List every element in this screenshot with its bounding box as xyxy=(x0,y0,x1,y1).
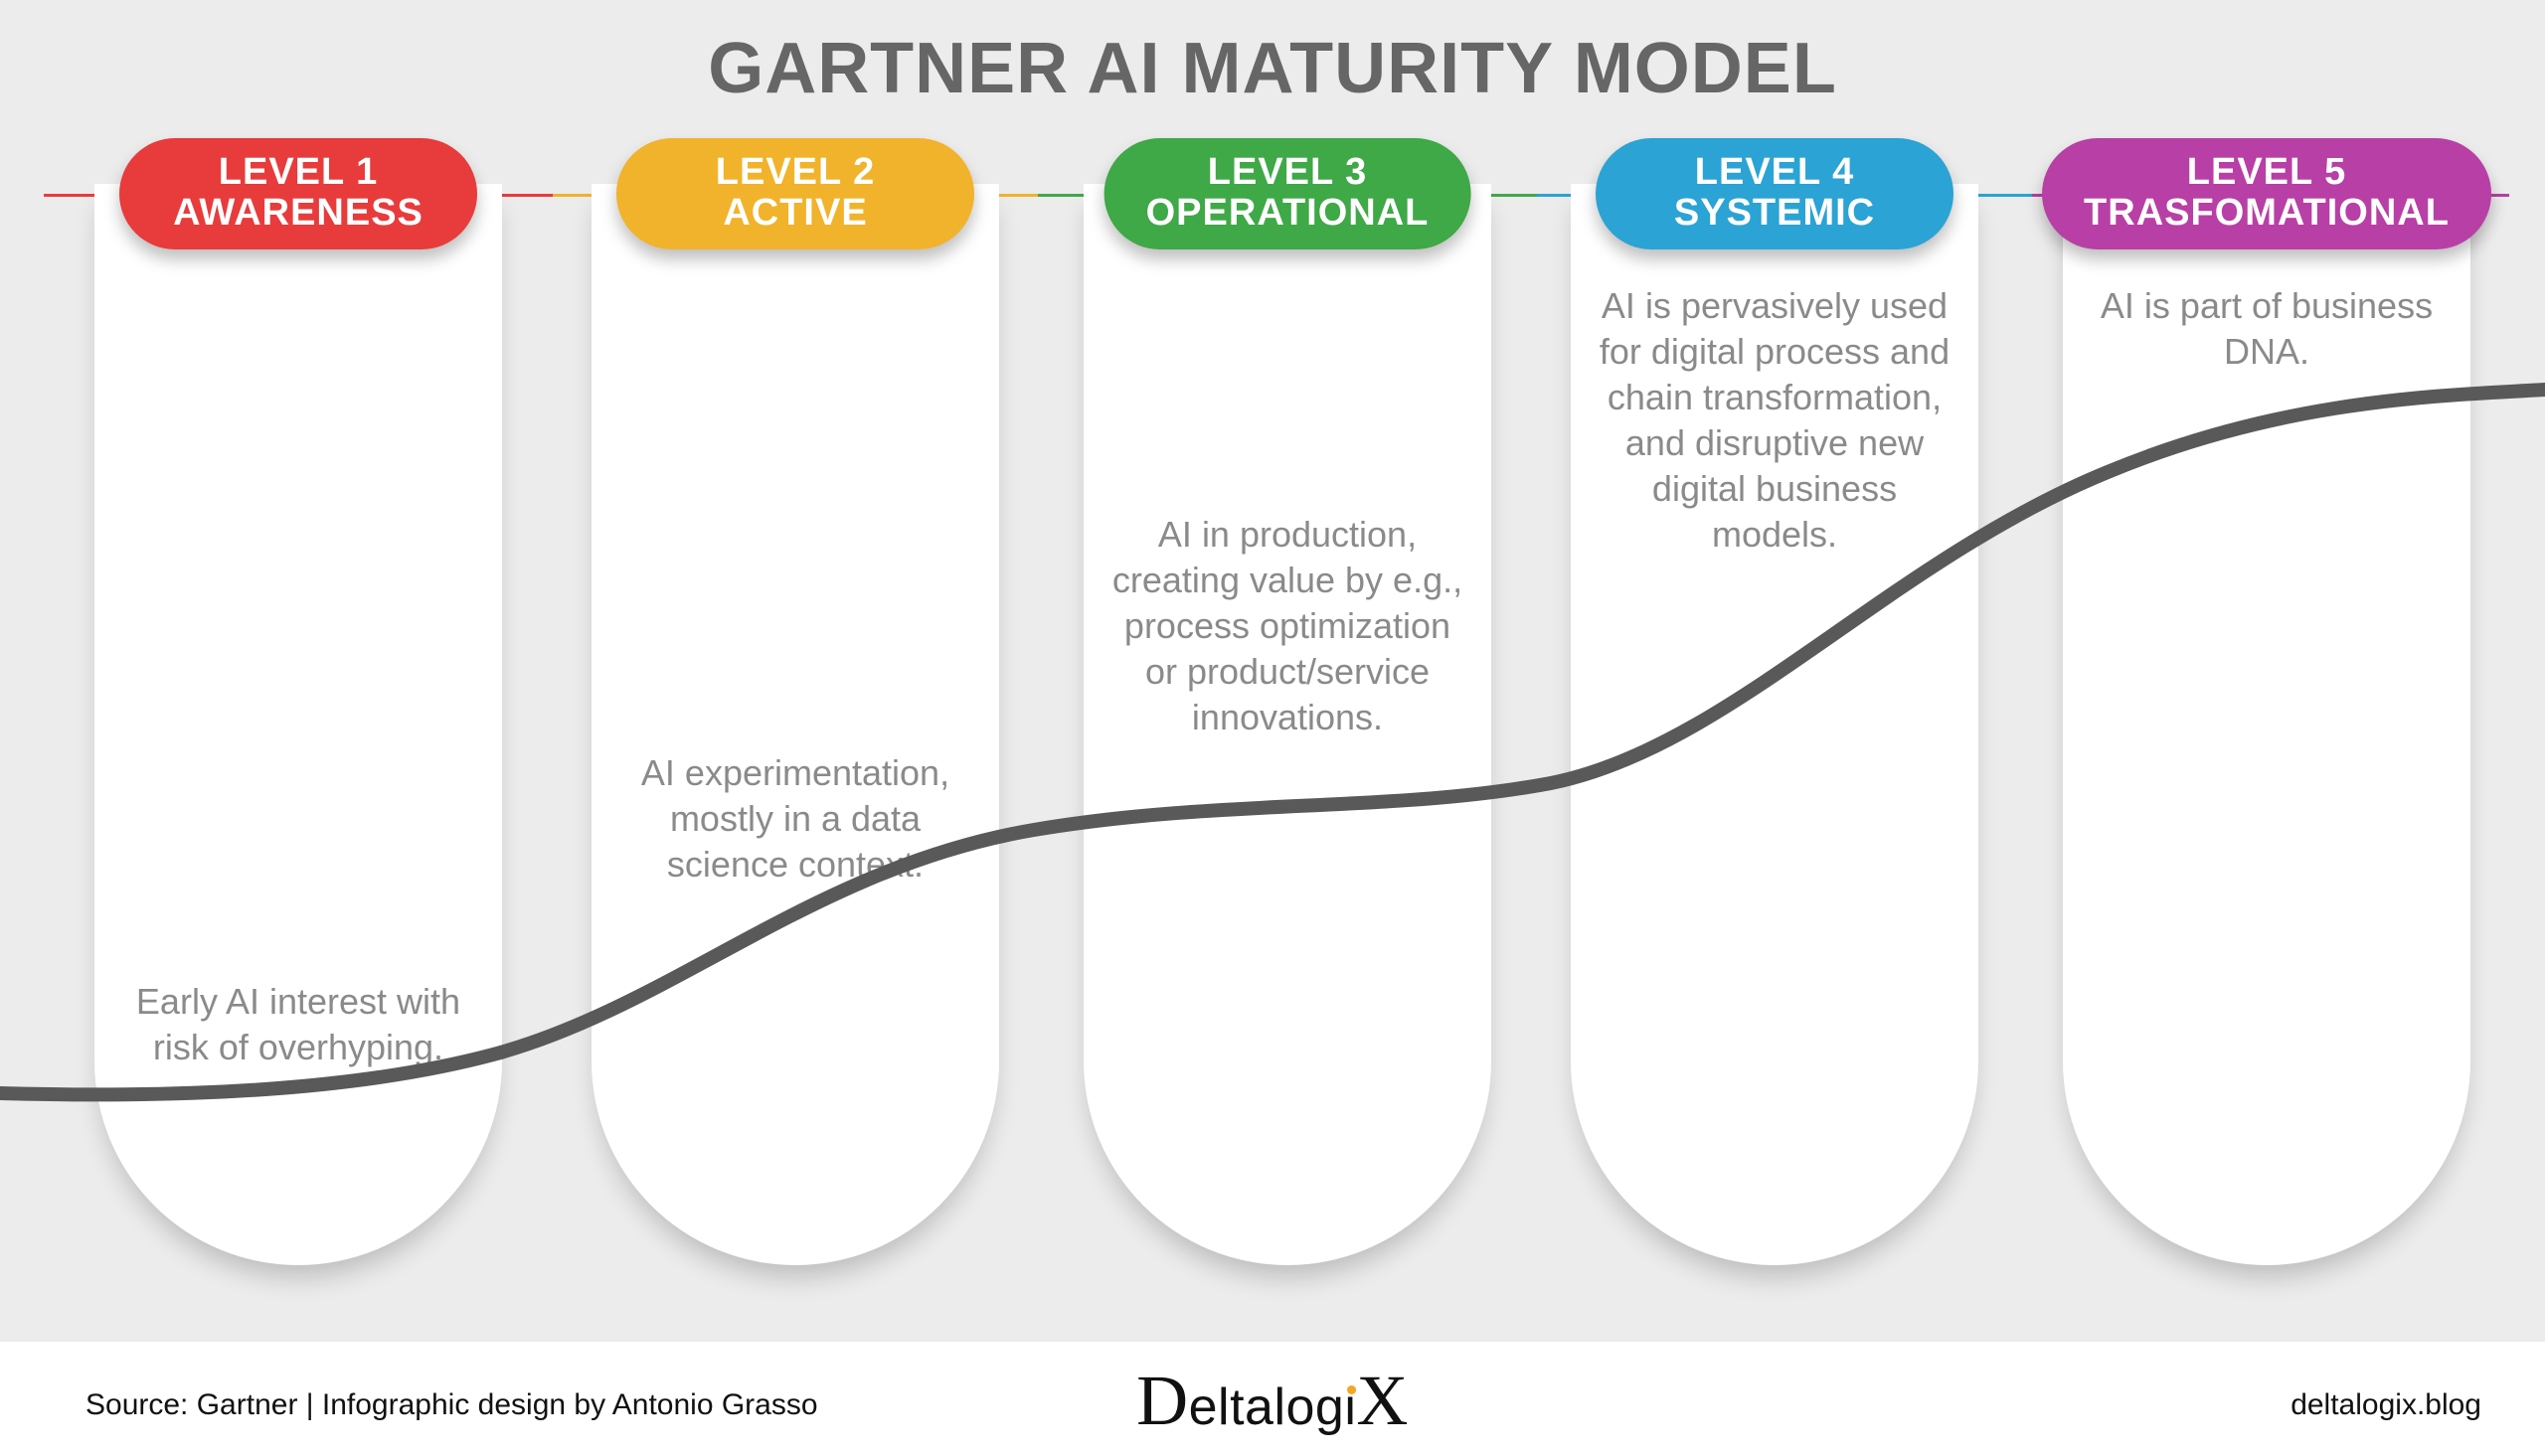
level-desc-1: Early AI interest with risk of overhypin… xyxy=(116,979,480,1070)
level-number-5: LEVEL 5 xyxy=(2084,152,2450,193)
level-desc-4: AI is pervasively used for digital proce… xyxy=(1593,283,1956,558)
level-column-5: LEVEL 5 TRASFOMATIONAL AI is part of bus… xyxy=(2063,184,2470,1265)
level-name-1: AWARENESS xyxy=(161,193,435,234)
footer-source-text: Source: Gartner | Infographic design by … xyxy=(85,1388,818,1422)
logo-letter-x: X xyxy=(1356,1360,1409,1442)
level-name-2: ACTIVE xyxy=(658,193,933,234)
level-name-3: OPERATIONAL xyxy=(1146,193,1430,234)
level-number-1: LEVEL 1 xyxy=(161,152,435,193)
level-number-4: LEVEL 4 xyxy=(1637,152,1912,193)
logo-letter-i: i xyxy=(1344,1377,1356,1437)
level-pill-1: LEVEL 1 AWARENESS xyxy=(119,138,477,249)
footer-site-text: deltalogix.blog xyxy=(2290,1388,2481,1422)
level-pill-4: LEVEL 4 SYSTEMIC xyxy=(1596,138,1953,249)
level-number-3: LEVEL 3 xyxy=(1146,152,1430,193)
level-desc-5: AI is part of business DNA. xyxy=(2085,283,2449,375)
level-column-4: LEVEL 4 SYSTEMIC AI is pervasively used … xyxy=(1571,184,1978,1265)
logo-letter-d: D xyxy=(1136,1360,1189,1442)
level-column-2: LEVEL 2 ACTIVE AI experimentation, mostl… xyxy=(592,184,999,1265)
level-name-5: TRASFOMATIONAL xyxy=(2084,193,2450,234)
level-pill-2: LEVEL 2 ACTIVE xyxy=(616,138,974,249)
level-name-4: SYSTEMIC xyxy=(1637,193,1912,234)
level-column-3: LEVEL 3 OPERATIONAL AI in production, cr… xyxy=(1084,184,1491,1265)
level-desc-2: AI experimentation, mostly in a data sci… xyxy=(613,750,977,888)
level-pill-3: LEVEL 3 OPERATIONAL xyxy=(1104,138,1471,249)
level-column-1: LEVEL 1 AWARENESS Early AI interest with… xyxy=(94,184,502,1265)
page-title: GARTNER AI MATURITY MODEL xyxy=(0,28,2545,109)
level-number-2: LEVEL 2 xyxy=(658,152,933,193)
level-pill-5: LEVEL 5 TRASFOMATIONAL xyxy=(2042,138,2491,249)
level-desc-3: AI in production, creating value by e.g.… xyxy=(1105,512,1469,740)
deltalogix-logo: DeltalogiX xyxy=(1136,1360,1409,1442)
